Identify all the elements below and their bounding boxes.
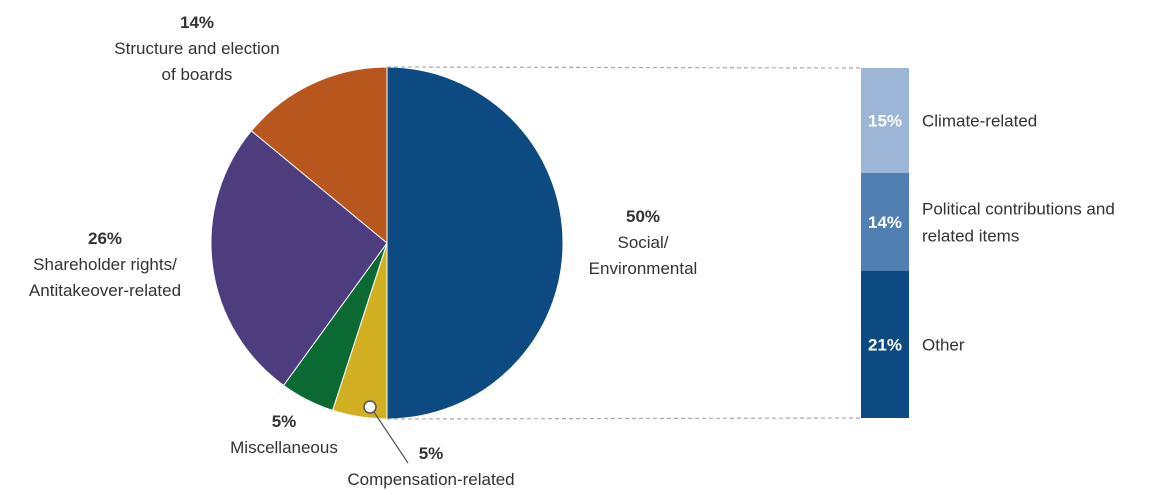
stacked-bar <box>861 68 909 418</box>
connector-line-top <box>386 66 862 69</box>
pie-labels: 50% Social/Environmental 5% Compensation-re… <box>29 13 697 489</box>
bar-category-label: Other <box>922 336 965 355</box>
pie-category-label: Antitakeover-related <box>29 281 181 300</box>
bar-segment-political-contributions-and-related-items <box>861 173 909 271</box>
pie-category-label: Environmental <box>589 259 698 278</box>
pie-slice-structure-and-election-of-boards <box>250 66 388 245</box>
connector-lines <box>386 66 862 420</box>
bar-pct-label-political-contributions-and-related-items: 14% <box>868 213 902 232</box>
bar-pct-label-other: 21% <box>868 336 902 355</box>
pie-category-label: Shareholder rights/ <box>33 255 177 274</box>
pie-chart <box>210 66 564 420</box>
pie-pct-label-miscellaneous: 5% <box>272 412 297 431</box>
bar-pct-label-climate-related: 15% <box>868 112 902 131</box>
pie-category-label: Social/ <box>617 233 668 252</box>
pie-slice-shareholder-rights-antitakeover-related <box>210 130 388 387</box>
pie-pct-label-compensation-related: 5% <box>419 444 444 463</box>
bar-category-label: related items <box>922 227 1019 246</box>
compensation-leader-line <box>371 408 409 464</box>
pie-slice-social-environmental <box>386 66 564 420</box>
pie-pct-label-shareholder-rights-antitakeover-related: 26% <box>88 229 122 248</box>
bar-category-label: Climate-related <box>922 112 1037 131</box>
pie-category-label: Compensation-related <box>347 470 514 489</box>
bar-segment-climate-related <box>861 68 909 173</box>
bar-segment-other <box>861 271 909 418</box>
pie-pct-label-social-environmental: 50% <box>626 207 660 226</box>
bar-category-label: Political contributions and <box>922 200 1115 219</box>
pie-pct-label-structure-and-election-of-boards: 14% <box>180 13 214 32</box>
pie-category-label: Structure and election <box>114 39 279 58</box>
pie-category-label: Miscellaneous <box>230 438 338 457</box>
pie-category-label: of boards <box>162 65 233 84</box>
compensation-leader-dot <box>363 400 377 414</box>
connector-line-bottom <box>386 417 862 420</box>
bar-labels: 15% Climate-related 14% Political contribut… <box>868 112 1115 355</box>
